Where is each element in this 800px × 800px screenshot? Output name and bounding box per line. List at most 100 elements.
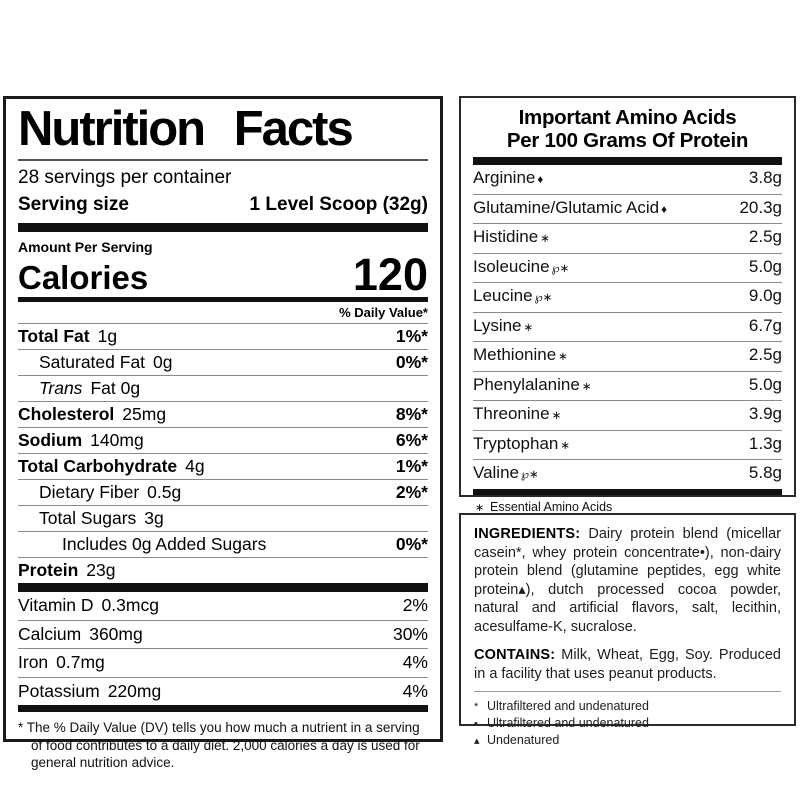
ingredients-label: INGREDIENTS: bbox=[474, 526, 581, 542]
nutrient-name: Sodium bbox=[18, 430, 83, 451]
daily-value-header: % Daily Value* bbox=[18, 302, 428, 325]
amino-acid-grams: 20.3g bbox=[739, 197, 782, 217]
footnote-symbol: • bbox=[474, 718, 478, 730]
vitamin-amount: 360mg bbox=[89, 623, 143, 644]
amino-acid-row: Arginine ♦ 3.8g bbox=[473, 165, 782, 195]
vitamin-row: Calcium 360mg 30% bbox=[18, 621, 428, 650]
nutrient-amount: 1g bbox=[97, 326, 118, 347]
vitamin-name: Potassium bbox=[18, 680, 100, 701]
amino-acid-symbol-marks: ∗ bbox=[540, 233, 550, 245]
amino-acid-row: Histidine ∗ 2.5g bbox=[473, 224, 782, 254]
nutrient-name: Includes 0g Added Sugars bbox=[62, 534, 267, 555]
amino-acid-symbol-marks: ∗ bbox=[523, 321, 534, 334]
calories-label: Calories bbox=[18, 259, 149, 297]
vitamin-row: Iron 0.7mg 4% bbox=[18, 649, 428, 678]
nutrient-row: Total Carbohydrate 4g 1%* bbox=[18, 454, 428, 481]
nutrient-amount: 140mg bbox=[90, 430, 144, 451]
legend-label: Essential Amino Acids bbox=[490, 499, 613, 514]
footnote-text: Undenatured bbox=[487, 733, 560, 747]
amino-acid-row: Glutamine/Glutamic Acid ♦ 20.3g bbox=[473, 195, 782, 224]
ingredients-panel: INGREDIENTS: Dairy protein blend (micell… bbox=[459, 513, 796, 747]
amino-acid-symbol-marks: ∗ bbox=[558, 351, 568, 363]
nutrient-amount: 4g bbox=[185, 456, 205, 477]
nutrient-daily-value: 6%* bbox=[395, 430, 428, 451]
ingredient-footnotes: * Ultrafiltered and undenatured • Ultraf… bbox=[474, 691, 781, 749]
amino-acid-grams: 5.0g bbox=[748, 256, 782, 276]
calories-value: 120 bbox=[352, 248, 428, 300]
nutrient-name: Total Fat bbox=[18, 326, 90, 347]
nutrient-row: Trans Fat 0g bbox=[18, 376, 428, 403]
amino-acid-name: Histidine bbox=[473, 227, 539, 246]
nutrition-facts-title: Nutrition Facts bbox=[18, 102, 354, 156]
servings-per-container: 28 servings per container bbox=[18, 166, 232, 188]
amino-acid-name: Valine bbox=[473, 463, 519, 482]
serving-size-label: Serving size bbox=[18, 193, 129, 215]
vitamin-daily-value: 30% bbox=[392, 623, 428, 644]
medium-divider-bar bbox=[18, 705, 428, 713]
nutrient-name: Total Carbohydrate bbox=[18, 456, 178, 477]
amino-acid-grams: 3.8g bbox=[748, 168, 782, 187]
nutrient-row: Total Sugars 3g bbox=[18, 506, 428, 533]
nutrient-daily-value: 1%* bbox=[395, 326, 428, 347]
vitamin-name: Calcium bbox=[18, 623, 82, 644]
vitamin-rows: Vitamin D 0.3mcg 2% Calcium 360mg 30% Ir… bbox=[18, 592, 428, 705]
contains-text: Milk, Wheat, Egg, Soy. Produced in a fac… bbox=[474, 647, 781, 682]
nutrient-row: Protein 23g bbox=[18, 558, 428, 583]
amino-acid-name: Leucine bbox=[473, 286, 533, 305]
thick-divider-bar bbox=[473, 488, 782, 495]
nutrient-amount: Fat 0g bbox=[90, 378, 141, 399]
legend-row: ∗ Essential Amino Acids bbox=[473, 500, 782, 517]
amino-acid-symbol-marks: ♦ bbox=[537, 174, 544, 186]
footnote-symbol: * bbox=[474, 701, 479, 713]
nutrient-daily-value: 0%* bbox=[395, 352, 428, 373]
nutrient-amount: 0g bbox=[153, 352, 173, 373]
daily-value-footnote: * The % Daily Value (DV) tells you how m… bbox=[18, 720, 420, 771]
amino-acid-symbol-marks: ∗ bbox=[560, 439, 571, 452]
amino-acid-name: Lysine bbox=[473, 315, 522, 335]
footnote-row: • Ultrafiltered and undenatured bbox=[474, 715, 781, 732]
ingredients-paragraph: INGREDIENTS: Dairy protein blend (micell… bbox=[474, 525, 781, 636]
nutrient-name: Cholesterol bbox=[18, 404, 115, 425]
thick-divider-bar bbox=[473, 157, 782, 165]
footnote-symbol: ▴ bbox=[474, 735, 480, 747]
footnote-row: * Ultrafiltered and undenatured bbox=[474, 698, 781, 715]
nutrient-name: Saturated Fat bbox=[39, 352, 146, 373]
vitamin-daily-value: 2% bbox=[402, 595, 428, 616]
nutrient-amount: 3g bbox=[144, 508, 164, 529]
amino-acid-symbol-marks: ℘∗ bbox=[521, 469, 539, 481]
amino-acid-grams: 2.5g bbox=[748, 227, 782, 246]
nutrient-name: Protein bbox=[18, 560, 79, 581]
vitamin-daily-value: 4% bbox=[402, 680, 428, 701]
nutrition-facts-panel: Nutrition Facts 28 servings per containe… bbox=[3, 96, 443, 770]
contains-paragraph: CONTAINS: Milk, Wheat, Egg, Soy. Produce… bbox=[474, 646, 781, 683]
nutrient-amount: 25mg bbox=[122, 404, 167, 425]
amino-acid-symbol-marks: ℘∗ bbox=[551, 262, 570, 275]
amino-acids-title-line2: Per 100 Grams Of Protein bbox=[506, 129, 749, 152]
amino-acid-row: Isoleucine ℘∗ 5.0g bbox=[473, 254, 782, 283]
amino-acid-symbol-marks: ∗ bbox=[581, 380, 592, 393]
amino-acid-grams: 1.3g bbox=[748, 433, 782, 453]
nutrient-row: Includes 0g Added Sugars 0%* bbox=[18, 532, 428, 559]
amino-acid-name: Phenylalanine bbox=[473, 374, 580, 394]
nutrient-row: Saturated Fat 0g 0%* bbox=[18, 350, 428, 377]
amino-acid-symbol-marks: ℘∗ bbox=[534, 292, 553, 304]
nutrient-rows: Total Fat 1g 1%* Saturated Fat 0g 0%* Tr… bbox=[18, 324, 428, 583]
amino-acid-row: Methionine ∗ 2.5g bbox=[473, 342, 782, 372]
vitamin-amount: 220mg bbox=[107, 680, 162, 701]
vitamin-name: Vitamin D bbox=[18, 595, 94, 616]
nutrient-daily-value: 8%* bbox=[395, 404, 428, 425]
nutrient-name: Total Sugars bbox=[39, 508, 137, 529]
amino-acid-grams: 5.0g bbox=[748, 374, 782, 394]
serving-size-row: Serving size 1 Level Scoop (32g) bbox=[18, 191, 428, 218]
nutrient-daily-value: 2%* bbox=[395, 482, 428, 503]
amino-acid-symbol-marks: ♦ bbox=[661, 203, 668, 216]
nutrient-amount: 0.5g bbox=[147, 482, 182, 503]
vitamin-daily-value: 4% bbox=[402, 652, 428, 673]
nutrient-daily-value: 1%* bbox=[395, 456, 428, 477]
amino-acid-name: Isoleucine bbox=[473, 256, 550, 276]
legend-symbol: ∗ bbox=[475, 501, 485, 514]
amino-acid-name: Arginine bbox=[473, 168, 536, 187]
amino-acid-row: Tryptophan ∗ 1.3g bbox=[473, 431, 782, 460]
amino-acid-grams: 9.0g bbox=[748, 286, 782, 305]
vitamin-name: Iron bbox=[18, 652, 49, 673]
